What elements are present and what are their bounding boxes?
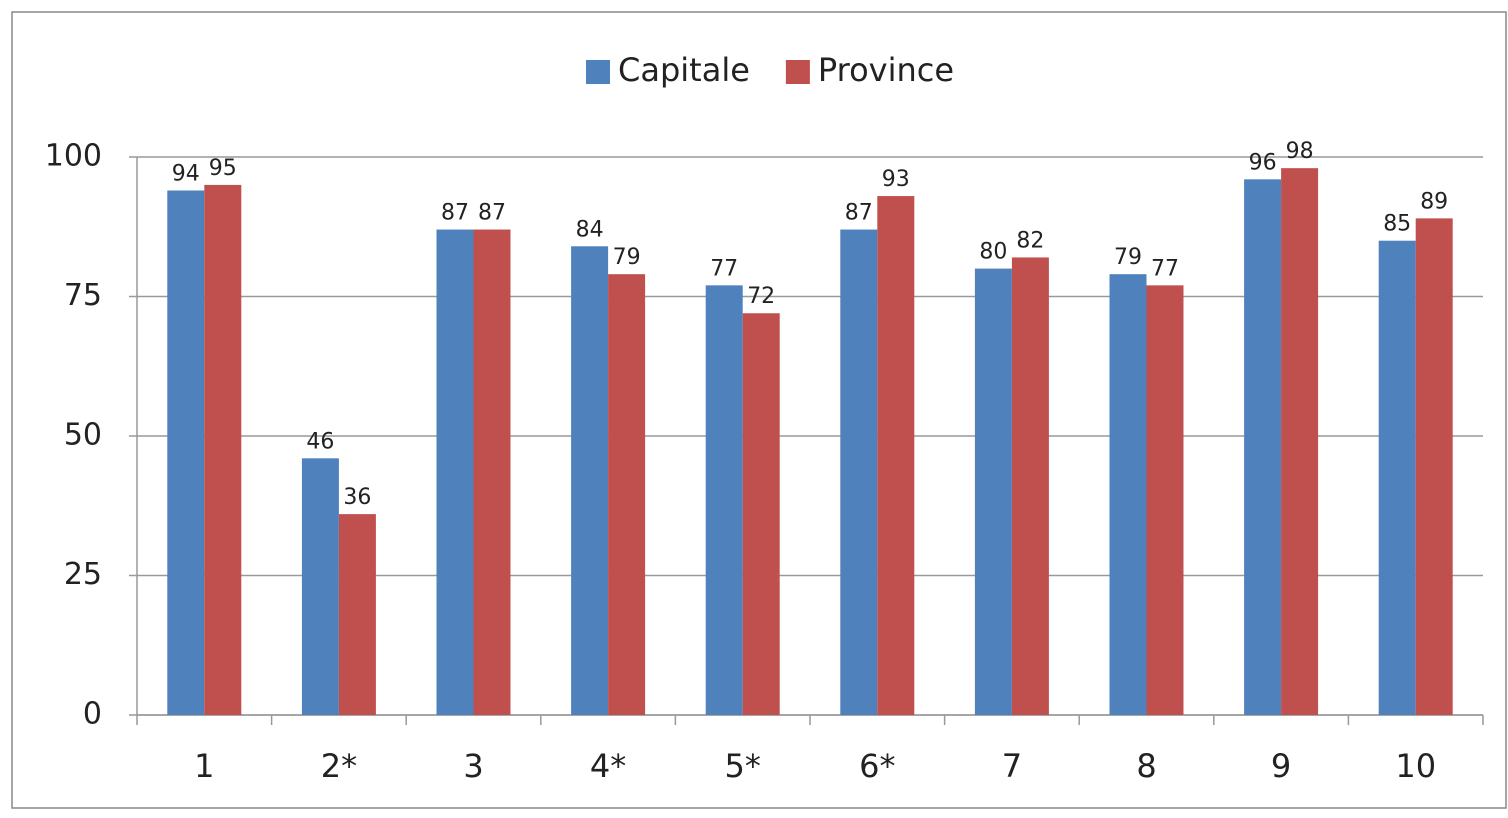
legend-label: Capitale [618,51,750,89]
y-tick-label: 75 [64,278,102,313]
data-label: 77 [710,256,738,281]
bar [705,285,743,715]
legend-swatch [785,60,810,84]
data-label: 95 [209,156,237,181]
bar [1378,240,1416,715]
data-label: 77 [1151,256,1179,281]
bar [1146,285,1184,715]
data-label: 98 [1286,139,1314,164]
legend-label: Province [818,51,954,89]
data-label: 80 [979,240,1007,265]
x-tick-label: 3 [463,747,483,785]
data-label: 93 [882,167,910,192]
data-label: 72 [747,284,775,309]
bar [1415,218,1453,715]
bar [436,229,474,716]
x-tick-label: 4* [590,747,626,785]
data-label: 87 [478,201,506,226]
data-label: 87 [845,201,873,226]
bar [204,184,242,715]
bar [608,274,646,715]
x-tick-label: 2* [321,747,357,785]
bar [473,229,511,716]
y-tick-label: 25 [64,557,102,592]
y-tick-label: 100 [45,139,102,174]
bar [571,246,609,715]
bar [167,190,205,716]
x-tick-label: 8 [1136,747,1156,785]
bar [301,458,339,715]
data-label: 87 [441,201,469,226]
data-label: 85 [1383,212,1411,237]
bar [974,268,1012,715]
x-tick-label: 9 [1271,747,1291,785]
data-label: 84 [576,217,604,242]
data-label: 89 [1420,189,1448,214]
bar [1011,257,1049,715]
data-label: 82 [1016,228,1044,253]
legend-swatch [586,60,610,84]
bar [338,514,376,715]
bar [742,313,780,715]
bar [1244,179,1282,715]
data-label: 36 [343,485,371,510]
bar [840,229,878,716]
y-tick-label: 50 [64,418,102,453]
x-tick-label: 5* [725,747,761,785]
data-label: 94 [172,161,200,186]
bar [1109,274,1147,715]
x-tick-label: 7 [1002,747,1022,785]
x-tick-label: 1 [194,747,214,785]
bar [1281,168,1319,715]
x-tick-label: 10 [1395,747,1436,785]
data-label: 79 [613,245,641,270]
data-label: 46 [306,429,334,454]
bar [877,196,915,715]
data-label: 96 [1249,150,1277,175]
data-label: 79 [1114,245,1142,270]
y-tick-label: 0 [83,697,102,732]
x-tick-label: 6* [859,747,895,785]
